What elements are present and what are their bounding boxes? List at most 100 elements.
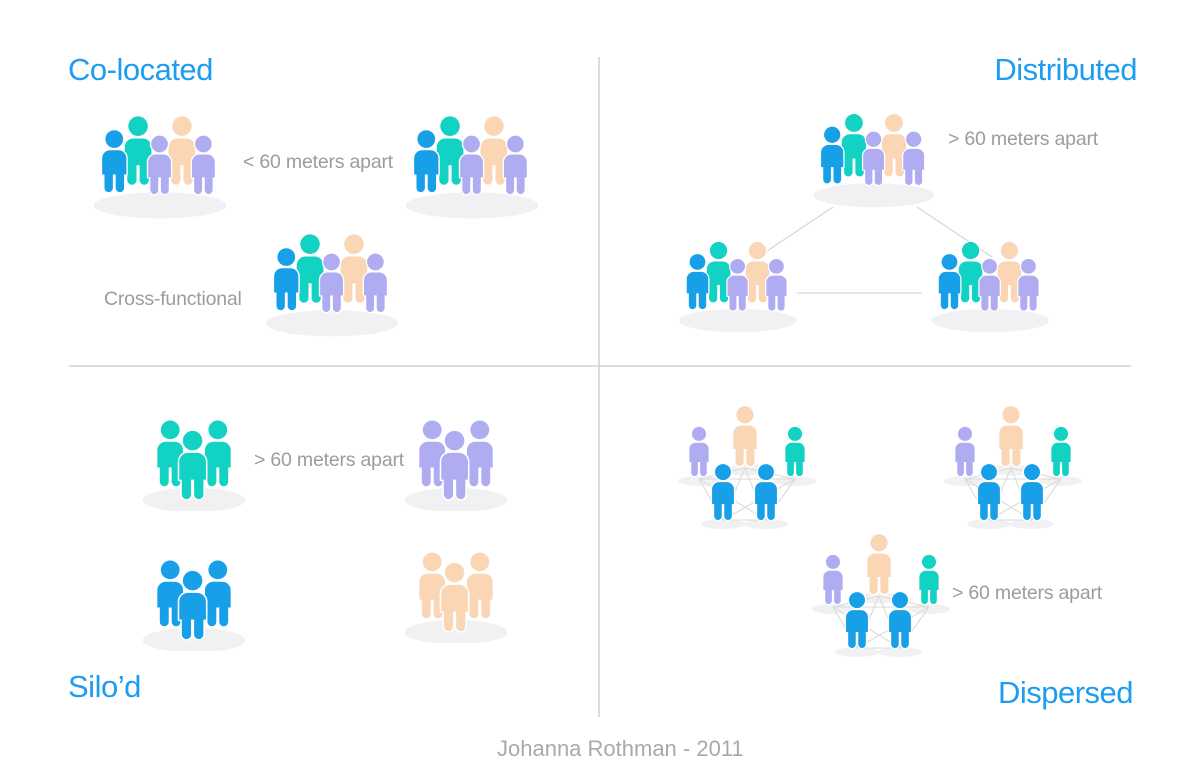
silod-team-blue [138, 558, 250, 652]
person-icon [1050, 425, 1072, 478]
silod-team-peach [400, 550, 512, 644]
people-group-icon [404, 551, 508, 644]
person-icon [190, 134, 217, 196]
person-icon [177, 569, 208, 641]
person-icon [840, 112, 868, 178]
people-group-icon [265, 232, 399, 337]
distributed-distance-label: > 60 meters apart [948, 128, 1098, 150]
person-icon [688, 425, 710, 478]
distributed-title: Distributed [994, 52, 1137, 87]
co-located-title: Co-located [68, 52, 213, 87]
person-icon [203, 419, 233, 488]
person-icon [765, 257, 788, 312]
group-shadow [988, 464, 1034, 476]
person-icon [439, 429, 470, 501]
person-icon [685, 252, 710, 311]
person-icon [417, 419, 447, 488]
person-icon [417, 551, 447, 620]
person-icon [1017, 257, 1040, 312]
person-icon [435, 114, 465, 187]
person-icon [937, 252, 962, 311]
person-icon [1019, 462, 1045, 522]
group-shadow [878, 647, 922, 657]
person-icon [155, 559, 185, 628]
group-shadow [679, 309, 797, 333]
dispersed-distance-label: > 60 meters apart [952, 582, 1102, 604]
person-icon [362, 252, 389, 314]
cross-functional-label: Cross-functional [104, 288, 242, 310]
people-group-icon [679, 240, 797, 333]
dispersed-title: Dispersed [997, 675, 1134, 710]
colocated-team-2 [402, 112, 542, 219]
group-shadow [404, 487, 508, 512]
group-shadow [405, 192, 539, 219]
person-icon [753, 462, 779, 522]
person-icon [502, 134, 529, 196]
person-icon [844, 590, 870, 650]
person-icon [822, 553, 844, 606]
person-icon [458, 134, 485, 196]
group-shadow [265, 310, 399, 337]
group-shadow [701, 519, 745, 529]
colocated-team-3 [262, 230, 402, 337]
group-shadow [142, 627, 246, 652]
group-shadow [967, 519, 1011, 529]
dispersed-team-1 [670, 400, 830, 535]
people-group-icon [813, 112, 935, 208]
people-group-icon [812, 532, 950, 657]
person-icon [465, 551, 495, 620]
person-icon [865, 532, 893, 596]
people-group-icon [944, 404, 1082, 529]
people-group-icon [93, 114, 227, 219]
person-icon [978, 257, 1001, 312]
silod-team-teal [138, 418, 250, 512]
person-icon [318, 252, 345, 314]
people-group-icon [678, 404, 816, 529]
person-icon [167, 114, 197, 187]
silod-team-purple [400, 418, 512, 512]
person-icon [146, 134, 173, 196]
group-shadow [744, 519, 788, 529]
person-icon [100, 128, 128, 194]
person-icon [861, 130, 886, 187]
person-icon [954, 425, 976, 478]
people-group-icon [142, 559, 246, 652]
people-group-icon [142, 419, 246, 512]
person-icon [295, 232, 325, 305]
person-icon [731, 404, 759, 468]
group-shadow [93, 192, 227, 219]
person-icon [155, 419, 185, 488]
co-located-distance-label: < 60 meters apart [243, 151, 393, 173]
dispersed-team-2 [936, 400, 1096, 535]
group-shadow [931, 309, 1049, 333]
group-shadow [813, 183, 935, 208]
silod-title: Silo’d [68, 669, 141, 704]
person-icon [439, 561, 470, 633]
person-icon [918, 553, 940, 606]
group-shadow [835, 647, 879, 657]
person-icon [902, 130, 926, 187]
person-icon [465, 419, 495, 488]
distributed-team-top [810, 110, 938, 208]
person-icon [976, 462, 1002, 522]
distributed-team-left [676, 238, 800, 333]
person-icon [412, 128, 440, 194]
group-shadow [722, 464, 768, 476]
people-group-icon [404, 419, 508, 512]
person-icon [997, 404, 1025, 468]
person-icon [203, 559, 233, 628]
person-icon [996, 240, 1023, 304]
footer-credit: Johanna Rothman - 2011 [497, 736, 744, 761]
group-shadow [1010, 519, 1054, 529]
person-icon [123, 114, 153, 187]
person-icon [880, 112, 908, 178]
person-icon [272, 246, 300, 312]
person-icon [887, 590, 913, 650]
person-icon [339, 232, 369, 305]
group-shadow [142, 487, 246, 512]
silod-distance-label: > 60 meters apart [254, 449, 404, 471]
colocated-team-1 [90, 112, 230, 219]
